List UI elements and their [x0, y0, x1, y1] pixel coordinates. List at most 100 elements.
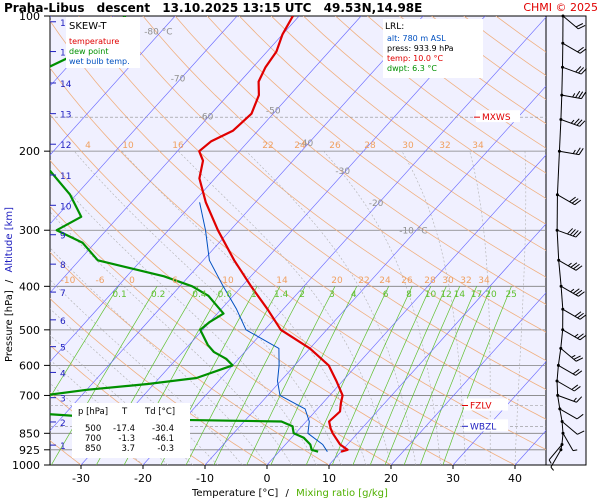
- barb-flag: [573, 263, 580, 270]
- legend-wet-bulb: wet bulb temp.: [69, 57, 130, 66]
- moist-adiabat-label: 26: [401, 276, 413, 286]
- barb-stem-connector: [561, 433, 564, 445]
- mixing-ratio-lines: [50, 286, 512, 465]
- table-cell: -1.3: [118, 434, 135, 444]
- wind-barb: [557, 147, 584, 156]
- barb-shaft: [558, 364, 583, 376]
- dry-adiabat: [206, 16, 546, 278]
- barb-half-flag: [550, 466, 555, 471]
- barb-line: [559, 150, 580, 156]
- barb-stem-connector: [558, 260, 562, 287]
- barb-line: [561, 94, 582, 100]
- moist-adiabat-label: 14: [276, 276, 288, 286]
- lrl-altitude: alt: 780 m ASL: [387, 34, 446, 43]
- pressure-tick-label: 925: [19, 444, 40, 457]
- barb-flag: [579, 334, 587, 341]
- barb-shaft: [561, 90, 587, 100]
- mixing-ratio-label: 3: [329, 290, 335, 300]
- barb-flag: [578, 148, 584, 155]
- altitude-tick-label: 4: [60, 369, 66, 379]
- barb-half-flag: [572, 93, 576, 98]
- moist-adiabat-label: 34: [472, 141, 484, 151]
- barb-stem-connector: [560, 95, 563, 120]
- barb-shaft: [562, 66, 587, 75]
- barb-shaft: [560, 285, 585, 297]
- barb-shaft: [556, 228, 582, 238]
- pressure-tick-label: 500: [19, 324, 40, 337]
- table-cell: 700: [85, 434, 101, 444]
- barb-shaft: [550, 449, 562, 471]
- barb-line: [548, 444, 563, 461]
- x-axis-temperature-label: Temperature [°C]: [191, 488, 278, 499]
- wind-barb: [555, 228, 582, 238]
- barb-stem-connector: [561, 67, 563, 96]
- isotherm-label: -40: [299, 139, 314, 149]
- dry-adiabat: [303, 16, 546, 199]
- temperature-tick-label: -30: [72, 472, 90, 485]
- barb-flag: [569, 196, 576, 203]
- barb-half-flag: [571, 354, 576, 358]
- barb-shaft: [562, 308, 587, 320]
- dry-adiabat: [50, 251, 330, 465]
- isotherm-label: -30: [335, 167, 350, 177]
- moist-adiabat-label: 20: [331, 276, 343, 286]
- mixing-ratio-label: 1.4: [274, 290, 289, 300]
- isotherm-label: -80 °C: [144, 28, 172, 38]
- dry-adiabat: [142, 16, 546, 333]
- barb-shaft: [559, 147, 584, 156]
- temperature-tick-label: 30: [446, 472, 460, 485]
- temperature-tick-label: 40: [508, 472, 522, 485]
- dry-adiabat: [174, 16, 546, 305]
- barb-flag: [572, 288, 580, 294]
- dry-adiabat: [271, 16, 546, 225]
- level-tag-bg: [464, 419, 508, 432]
- mixing-ratio-line: [185, 286, 281, 465]
- barb-flag: [570, 262, 578, 268]
- table-cell: 3.7: [121, 444, 135, 454]
- barb-flag: [575, 231, 582, 238]
- isotherm--60: [50, 16, 300, 294]
- y-axis-title: Pressure [hPa] / Altitude [km]: [4, 207, 15, 362]
- wind-barb: [560, 90, 587, 100]
- barb-stem-connector: [560, 286, 564, 310]
- table-cell: 500: [85, 424, 101, 434]
- barb-half-flag: [548, 459, 552, 464]
- barb-flag: [574, 311, 582, 317]
- barb-flag: [578, 291, 585, 297]
- wind-barb: [559, 118, 586, 127]
- dry-adiabat: [50, 20, 546, 420]
- isotherm--30: [80, 16, 486, 465]
- barb-flag: [575, 66, 582, 73]
- barb-flag: [579, 120, 586, 127]
- moist-adiabat: [121, 150, 367, 465]
- barb-shaft: [548, 444, 563, 464]
- mixing-ratio-line: [50, 286, 158, 465]
- pressure-tick-label: 850: [19, 427, 40, 440]
- table-header-t: T: [121, 407, 128, 417]
- barb-line: [558, 259, 577, 271]
- barb-line: [560, 119, 580, 127]
- barb-stem-connector: [556, 230, 560, 261]
- barb-dot: [560, 93, 564, 97]
- barb-half-flag: [572, 149, 576, 154]
- wind-barb-column: [545, 15, 587, 466]
- altitude-tick-label: 7: [60, 289, 66, 299]
- observation-datetime: 13.10.2025 13:15 UTC: [162, 1, 311, 15]
- table-cell: -0.3: [157, 444, 174, 454]
- barb-half-flag: [574, 333, 579, 338]
- isotherm--20: [142, 16, 546, 465]
- mixing-ratio-label: 4: [351, 290, 357, 300]
- barb-shaft: [562, 433, 578, 452]
- wind-barb: [555, 193, 582, 206]
- altitude-tick-label: 9: [60, 232, 66, 242]
- barb-stem-connector: [556, 151, 560, 195]
- barb-flag: [577, 430, 585, 435]
- legend-title: SKEW-T: [69, 21, 107, 32]
- wind-barb: [556, 363, 583, 376]
- pressure-tick-label: 200: [19, 145, 40, 158]
- pressure-tick-label: 700: [19, 389, 40, 402]
- isotherm--70: [50, 16, 238, 225]
- barb-flag: [567, 228, 574, 235]
- barb-shaft: [558, 259, 583, 271]
